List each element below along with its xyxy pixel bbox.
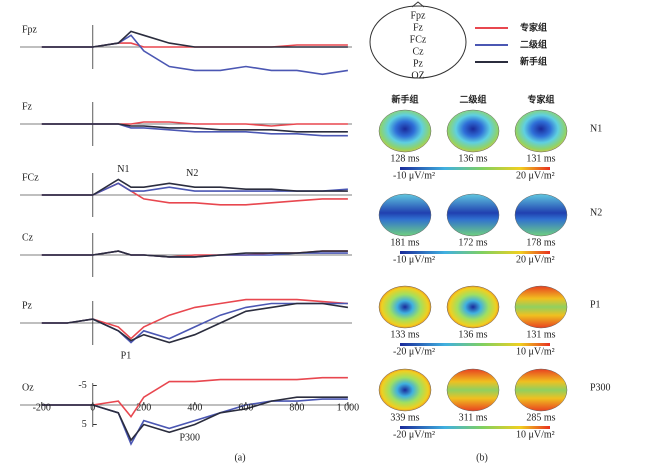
topo-map [379,286,431,328]
x-tick-label: 400 [187,402,202,413]
latency-label: 128 ms [390,153,419,164]
erp-line [42,183,348,195]
topo-map [447,110,499,152]
electrode-label: Cz [412,46,424,57]
scale-min: -20 μV/m² [393,429,435,440]
erp-line [42,124,348,132]
channel-label: Fz [22,101,33,112]
legend-label: 专家组 [520,22,547,34]
scale-max: 10 μV/m² [516,346,555,357]
legend-label: 二级组 [520,39,547,51]
topo-map [379,194,431,236]
latency-label: 131 ms [526,153,555,164]
scale-min: -10 μV/m² [393,170,435,181]
peak-label: N2 [186,168,198,179]
channel-label: Pz [22,300,33,311]
component-label: N2 [590,207,602,218]
topo-map [515,194,567,236]
electrode-label: OZ [411,70,424,81]
erp-line [42,179,348,195]
topo-map [447,194,499,236]
component-label: P300 [590,382,611,393]
x-tick-label: 600 [238,402,253,413]
topo-map [515,286,567,328]
scale-max: 20 μV/m² [516,170,555,181]
latency-label: 131 ms [526,329,555,340]
y-tick-label: -5 [78,380,86,391]
topo-map [515,110,567,152]
topo-map [379,369,431,411]
panel-label: (b) [476,452,488,463]
channel-label: FCz [22,172,39,183]
electrode-label: Fz [413,22,424,33]
figure: (a) (b) 专家组二级组新手组FpzFzFCzCzPzOZFpzFzFCzN… [0,0,648,466]
peak-label: P300 [179,432,200,443]
scale-min: -10 μV/m² [393,254,435,265]
topo-map [515,369,567,411]
topo-map [447,369,499,411]
peak-label: P1 [121,350,132,361]
x-tick-label: -200 [33,402,51,413]
electrode-label: FCz [410,34,427,45]
panel-label: (a) [234,452,245,463]
x-tick-label: 0 [90,402,95,413]
erp-line [42,251,348,257]
latency-label: 172 ms [458,237,487,248]
latency-label: 181 ms [390,237,419,248]
latency-label: 136 ms [458,153,487,164]
topo-map [379,110,431,152]
component-label: P1 [590,299,601,310]
channel-label: Fpz [22,24,38,35]
latency-label: 311 ms [459,412,488,423]
erp-line [42,35,348,74]
x-tick-label: 1 000 [337,402,360,413]
x-tick-label: 200 [136,402,151,413]
erp-line [42,124,348,136]
component-label: N1 [590,123,602,134]
column-label: 专家组 [527,94,554,106]
scale-min: -20 μV/m² [393,346,435,357]
channel-label: Oz [22,382,34,393]
legend-label: 新手组 [520,56,547,68]
electrode-label: Fpz [411,10,427,21]
channel-label: Cz [22,232,34,243]
topo-map [447,286,499,328]
peak-label: N1 [117,164,129,175]
latency-label: 285 ms [526,412,555,423]
column-label: 二级组 [459,94,486,106]
scale-max: 10 μV/m² [516,429,555,440]
latency-label: 133 ms [390,329,419,340]
latency-label: 136 ms [458,329,487,340]
scale-max: 20 μV/m² [516,254,555,265]
latency-label: 339 ms [390,412,419,423]
x-tick-label: 800 [289,402,304,413]
y-tick-label: 5 [82,419,87,430]
column-label: 新手组 [391,94,418,106]
electrode-label: Pz [413,58,424,69]
latency-label: 178 ms [526,237,555,248]
